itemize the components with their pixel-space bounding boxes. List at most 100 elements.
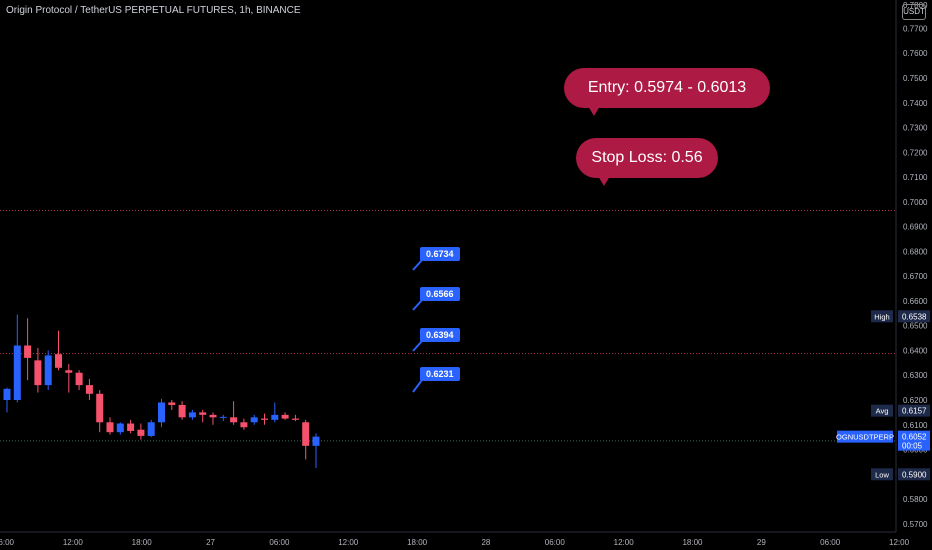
x-tick-label: 28 <box>481 538 490 547</box>
y-tick-label: 0.7300 <box>903 124 928 133</box>
price-labels: High 0.6538 Avg 0.6157 OGNUSDTPERP 0.605200:0… <box>836 310 930 481</box>
target-label-4: 0.6231 <box>420 367 460 381</box>
candle-body <box>158 402 165 423</box>
y-tick-label: 0.7000 <box>903 198 928 207</box>
candle-body <box>55 354 62 368</box>
candle-body <box>75 372 83 386</box>
stop-loss-callout-tail <box>598 176 610 186</box>
price-label-value: 0.6157 <box>902 407 927 416</box>
candle-body <box>209 414 217 418</box>
y-tick-label: 0.7100 <box>903 173 928 182</box>
candle-body <box>178 404 186 418</box>
x-tick-label: 12:00 <box>338 538 359 547</box>
y-tick-label-clipped: 0.7800 <box>903 1 928 10</box>
y-tick-label: 0.5800 <box>903 495 928 504</box>
currency-button[interactable]: USDT <box>902 4 926 20</box>
candle-body <box>312 436 320 446</box>
price-label-name-box <box>871 310 893 323</box>
y-tick-label: 0.7200 <box>903 148 928 157</box>
x-tick-label: 18:00 <box>682 538 703 547</box>
x-tick-label: 06:00 <box>820 538 841 547</box>
price-label-name-box <box>871 468 893 481</box>
price-label-name: High <box>874 312 889 321</box>
entry-callout: Entry: 0.5974 - 0.6013 <box>564 68 770 116</box>
candle-body <box>261 418 268 420</box>
x-tick-label: 27 <box>206 538 215 547</box>
x-tick-label: 18:00 <box>132 538 153 547</box>
price-label-value: 0.6538 <box>902 312 927 321</box>
candle-body <box>219 416 227 418</box>
candle-body <box>250 417 258 423</box>
entry-callout-text: Entry: 0.5974 - 0.6013 <box>587 79 747 96</box>
candle-body <box>127 423 135 431</box>
candle-body <box>271 414 279 420</box>
x-tick-label: 06:00 <box>0 538 15 547</box>
y-tick-label: 0.6300 <box>903 371 928 380</box>
price-label-value: 0.6052 <box>902 433 927 442</box>
x-tick-label: 12:00 <box>63 538 84 547</box>
price-label-value-box <box>898 310 930 323</box>
price-label-name: Avg <box>876 407 889 416</box>
candle-body <box>13 345 21 400</box>
candle-body <box>240 422 248 428</box>
y-tick-label: 0.7500 <box>903 74 928 83</box>
candle-body <box>137 429 145 436</box>
target-label-1: 0.6734 <box>420 247 460 261</box>
y-tick-label: 0.7700 <box>903 24 928 33</box>
y-tick-label: 0.6100 <box>903 421 928 430</box>
price-label-value: 0.5900 <box>902 470 927 479</box>
y-tick-label: 0.6200 <box>903 396 928 405</box>
y-tick-label: 0.6900 <box>903 223 928 232</box>
candle-body <box>85 385 93 394</box>
y-tick-label: 0.7400 <box>903 99 928 108</box>
candle-body <box>230 417 238 423</box>
price-label-name: Low <box>875 470 889 479</box>
time-axis: 06:00 12:00 18:00 27 06:00 12:00 18:00 28 06:00 1… <box>0 538 910 547</box>
y-tick-label: 0.6500 <box>903 322 928 331</box>
price-label-name: OGNUSDTPERP <box>836 433 894 442</box>
price-label-value-box <box>898 404 930 417</box>
x-tick-label: 06:00 <box>269 538 290 547</box>
horizontal-lines <box>0 210 896 442</box>
candle-body <box>168 402 176 405</box>
candle-body <box>96 393 104 423</box>
candles <box>3 314 320 469</box>
x-tick-label: 12:00 <box>889 538 910 547</box>
target-label-3: 0.6394 <box>420 328 460 342</box>
candle-body <box>281 414 289 419</box>
chart-title: Origin Protocol / TetherUS PERPETUAL FUT… <box>6 5 301 16</box>
x-tick-label: 06:00 <box>545 538 566 547</box>
stop-loss-callout-text: Stop Loss: 0.56 <box>591 149 703 166</box>
price-axis: 0.7700 0.7600 0.7500 0.7400 0.7300 0.7200 0.71… <box>903 1 928 529</box>
price-label-name-box <box>871 404 893 417</box>
price-label-value-box <box>898 430 930 451</box>
y-tick-label: 0.5700 <box>903 520 928 529</box>
x-tick-label: 18:00 <box>407 538 428 547</box>
candle-body <box>291 418 299 420</box>
price-label-value-box <box>898 468 930 481</box>
x-tick-label: 29 <box>757 538 766 547</box>
target-label-2: 0.6566 <box>420 287 460 301</box>
x-tick-label: 12:00 <box>614 538 635 547</box>
y-tick-label: 0.6600 <box>903 297 928 306</box>
y-tick-label: 0.6700 <box>903 272 928 281</box>
y-tick-label: 0.6800 <box>903 247 928 256</box>
candle-body <box>302 422 310 446</box>
candle-body <box>44 355 52 386</box>
candle-body <box>116 423 124 433</box>
entry-callout-tail <box>588 106 600 116</box>
candle-body <box>188 412 196 418</box>
candle-body <box>24 345 32 358</box>
price-label-name-box <box>837 430 893 443</box>
candle-body <box>147 422 155 436</box>
candle-body <box>3 388 11 400</box>
candle-body <box>34 360 42 386</box>
candle-body <box>199 412 207 415</box>
candle-body <box>65 370 73 373</box>
stop-loss-callout: Stop Loss: 0.56 <box>576 138 718 186</box>
y-tick-label: 0.6400 <box>903 346 928 355</box>
y-tick-label: 0.7600 <box>903 49 928 58</box>
candle-body <box>106 422 114 433</box>
price-label-countdown: 00:05 <box>902 442 923 451</box>
